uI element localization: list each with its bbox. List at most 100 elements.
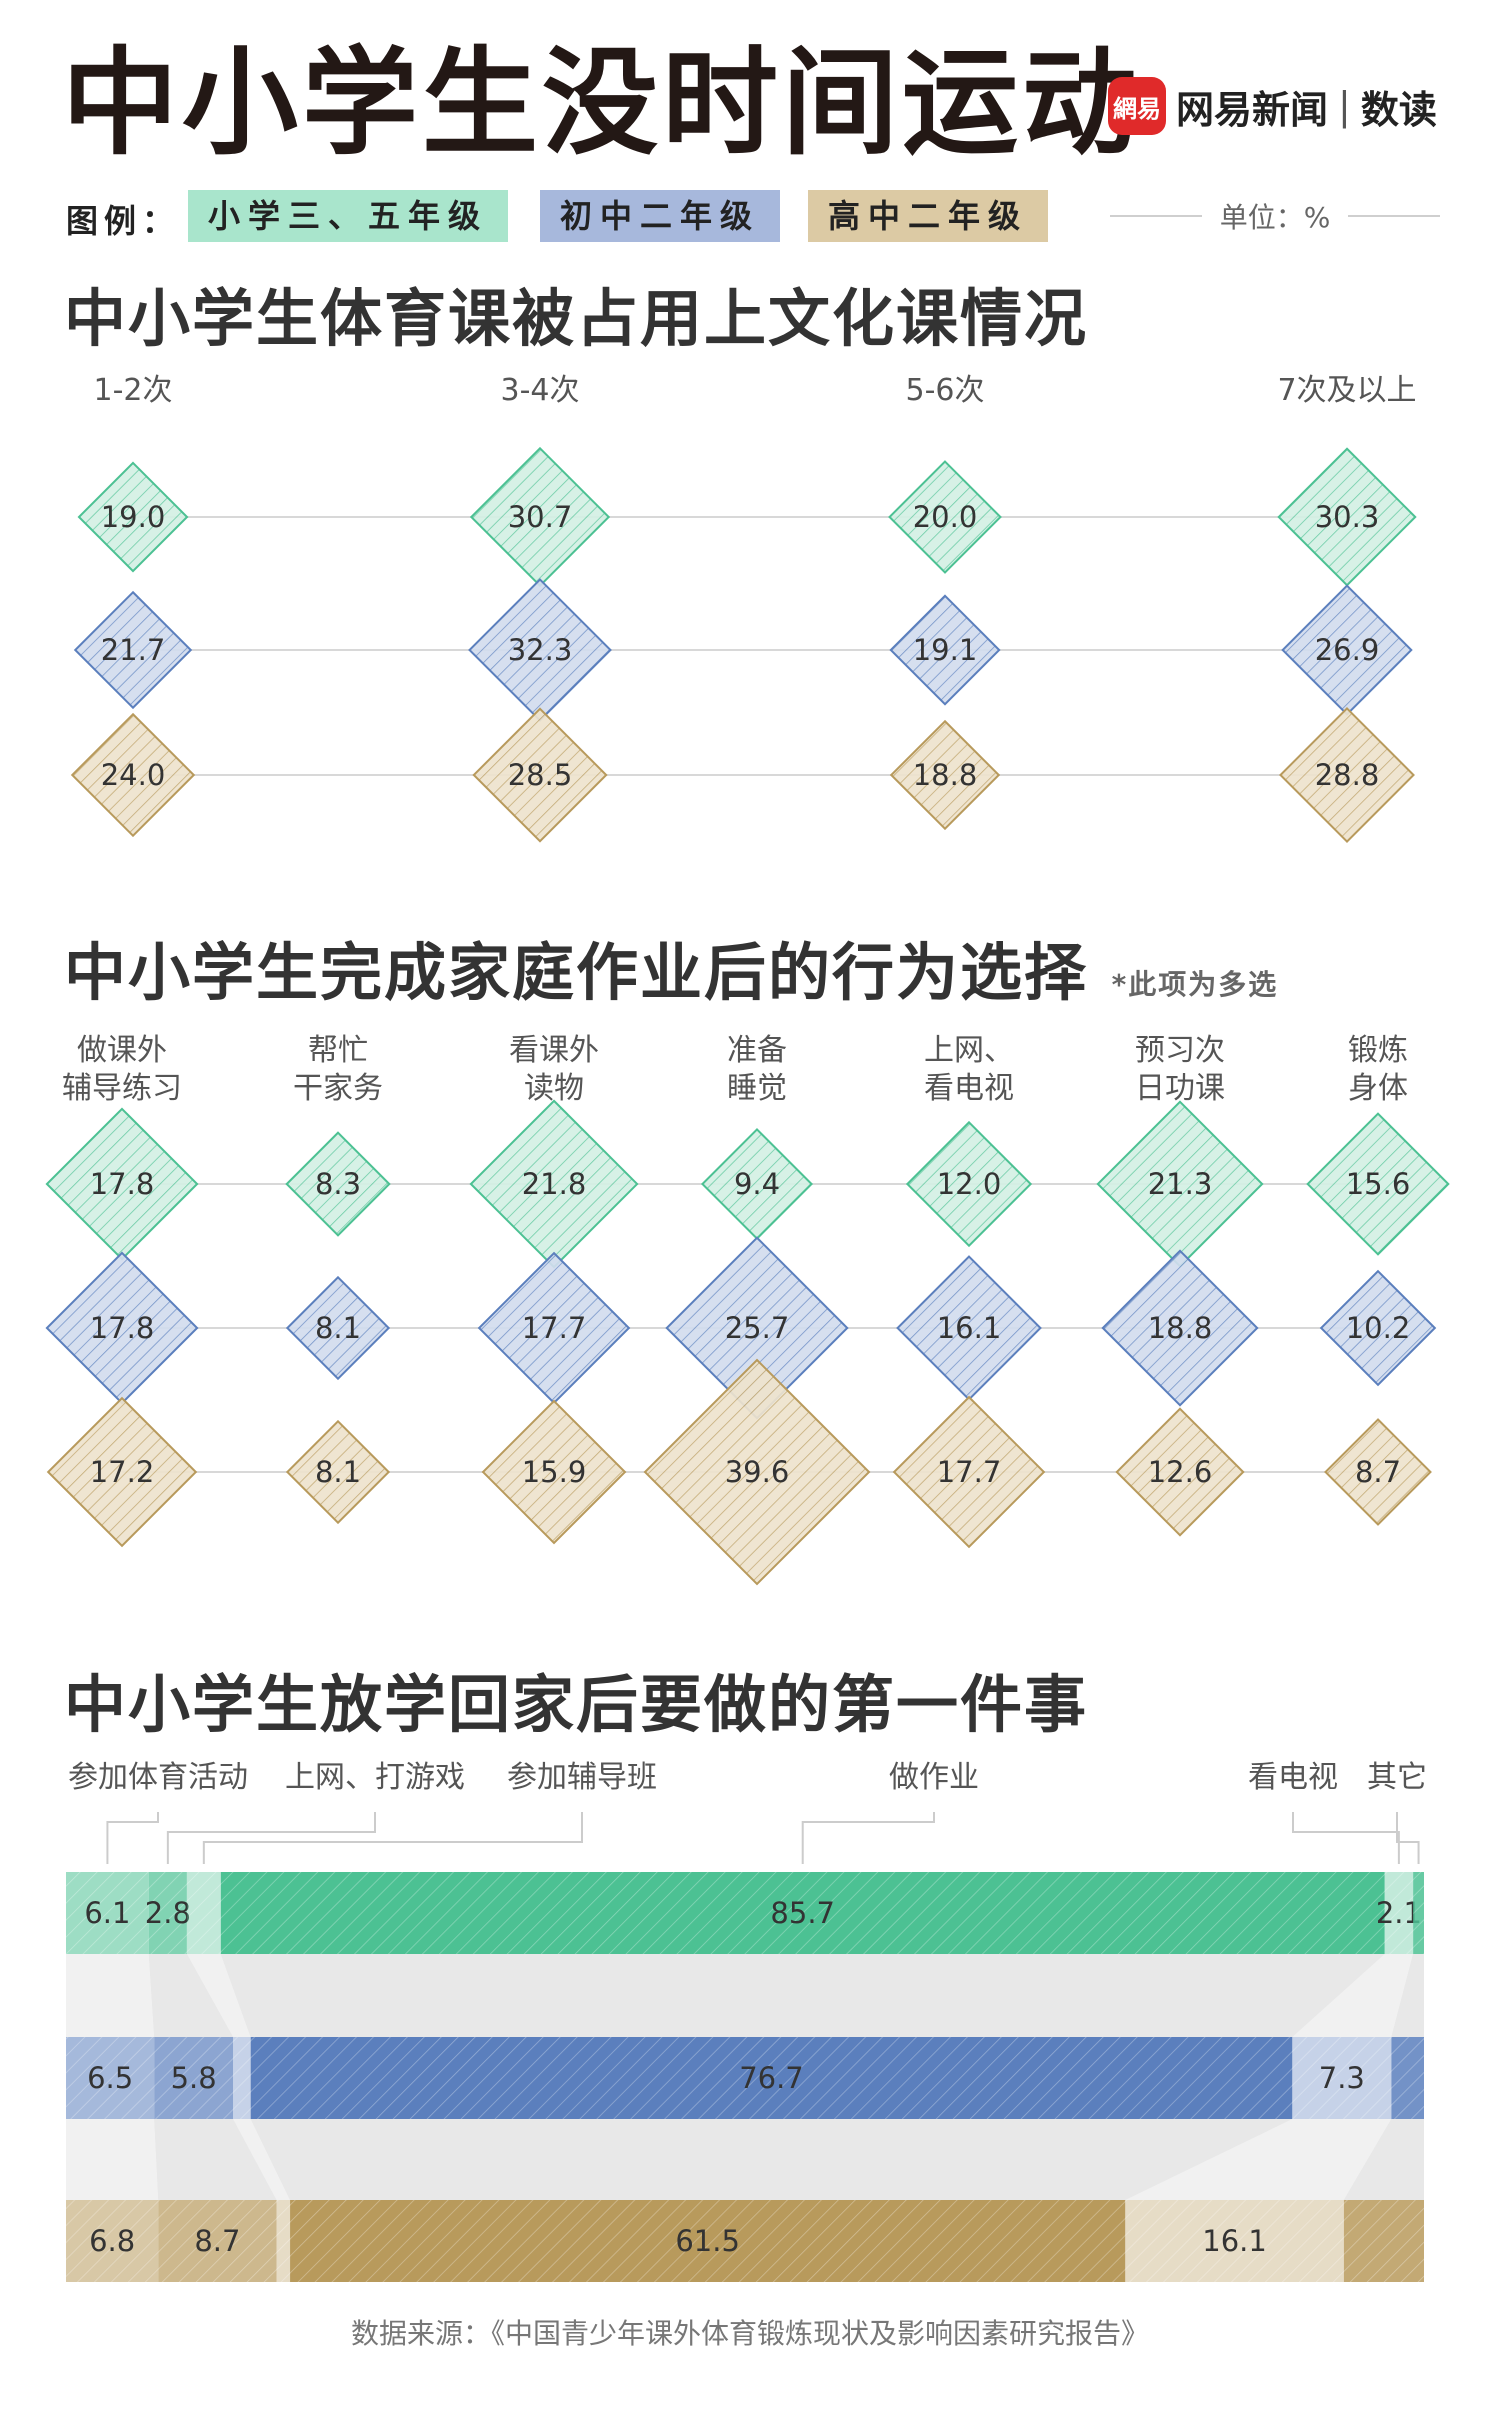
chart2-diamond	[643, 1358, 871, 1586]
chart3-bar-segment	[290, 2200, 1126, 2282]
chart1-value-label: 21.7	[101, 633, 166, 667]
chart3-value-label: 6.8	[89, 2224, 135, 2258]
chart2-value-label: 17.7	[937, 1455, 1002, 1489]
chart3-connector	[154, 2119, 277, 2200]
chart3-bar-segment	[148, 1872, 187, 1954]
chart2-category-label: 锻炼	[1348, 1033, 1408, 1068]
chart1-category-label: 7次及以上	[1277, 373, 1416, 408]
chart2-value-label: 17.8	[90, 1167, 155, 1201]
chart3-bar-segment	[158, 2200, 277, 2282]
chart2-note: *此项为多选	[1111, 968, 1279, 1001]
chart3-value-label: 85.7	[770, 1896, 835, 1930]
chart2-title: 中小学生完成家庭作业后的行为选择 *此项为多选	[64, 922, 1278, 1012]
chart3-bar-segment	[276, 2200, 291, 2282]
chart3-stacked-bars: 参加体育活动 上网、打游戏 参加辅导班 做作业 看电视 其它6.1 2.8 85.7 2.16.…	[66, 1760, 1427, 2282]
chart3-leader-line	[202, 1812, 583, 1864]
chart2-value-label: 9.4	[734, 1167, 780, 1201]
chart3-connector	[1343, 2119, 1424, 2200]
chart2-value-label: 15.9	[522, 1455, 587, 1489]
brand-divider: |	[1338, 84, 1351, 128]
chart1-diamonds: 1-2次 3-4次 5-6次 7次及以上 19.0 30.7 20.0 30.3 21.7 32.…	[70, 373, 1417, 843]
chart2-diamond	[1101, 1249, 1259, 1407]
chart2-value-label: 10.2	[1346, 1311, 1411, 1345]
legend-item-junior: 初中二年级	[540, 190, 781, 242]
chart3-bar-segment	[66, 1872, 149, 1954]
chart2-category-label: 上网、	[924, 1033, 1014, 1068]
netease-logo-icon: 網易	[1108, 77, 1166, 135]
chart2-category-label: 看课外	[509, 1033, 599, 1068]
chart2-value-label: 15.6	[1346, 1167, 1411, 1201]
chart3-bar-segment	[1292, 2037, 1392, 2119]
chart3-title: 中小学生放学回家后要做的第一件事	[64, 1668, 1089, 1741]
chart2-diamond	[1324, 1418, 1432, 1526]
chart2-value-label: 17.7	[522, 1311, 587, 1345]
chart3-connector	[1125, 2119, 1392, 2200]
chart1-diamond	[888, 460, 1002, 574]
unit-line-right	[1348, 215, 1441, 217]
chart3-bar-segment	[1343, 2200, 1424, 2282]
chart1-diamond	[70, 712, 196, 838]
chart3-bar-segment	[1384, 1872, 1414, 1954]
chart2-diamonds: 做课外辅导练习帮忙干家务看课外读物准备睡觉上网、看电视预习次日功课锻炼身体17.…	[45, 1033, 1450, 1586]
unit-line-left	[1110, 215, 1202, 217]
page-title: 中小学生没时间运动	[62, 36, 1142, 171]
chart1-value-label: 28.8	[1315, 758, 1380, 792]
chart2-value-label: 8.1	[315, 1455, 361, 1489]
chart3-bar-segment	[1413, 1872, 1424, 1954]
chart1-title: 中小学生体育课被占用上文化课情况	[64, 282, 1089, 355]
chart3-bar-segment	[250, 2037, 1293, 2119]
chart3-bar-segment	[66, 2200, 159, 2282]
chart1-category-label: 3-4次	[501, 373, 580, 408]
chart3-category-label: 参加辅导班	[507, 1760, 657, 1795]
chart3-leader-line	[1396, 1812, 1420, 1864]
chart3-connector	[186, 1954, 251, 2037]
chart3-value-label: 6.1	[84, 1896, 130, 1930]
chart3-connector	[1391, 1954, 1424, 2037]
unit-text: 单位：%	[1219, 201, 1331, 234]
chart2-diamond	[285, 1275, 391, 1381]
chart3-category-label: 上网、打游戏	[285, 1760, 465, 1795]
chart2-value-label: 17.8	[90, 1311, 155, 1345]
chart2-diamond	[1306, 1112, 1450, 1256]
chart2-value-label: 25.7	[725, 1311, 790, 1345]
chart3-bar-segment	[1391, 2037, 1424, 2119]
chart1-diamond	[472, 707, 608, 843]
chart3-connector	[250, 2119, 1293, 2200]
chart3-bar-segment	[186, 1872, 221, 1954]
chart3-connector	[220, 1954, 1385, 2037]
chart2-category-label: 日功课	[1135, 1071, 1225, 1106]
chart1-diamond	[73, 590, 193, 710]
chart2-diamond	[905, 1120, 1033, 1248]
chart2-title-text: 中小学生完成家庭作业后的行为选择	[64, 936, 1089, 1009]
data-source: 数据来源：《中国青少年课外体育锻炼现状及影响因素研究报告》	[350, 2317, 1149, 2350]
chart3-category-label: 其它	[1367, 1760, 1427, 1795]
legend-item-senior: 高中二年级	[808, 190, 1049, 242]
chart2-category-label: 预习次	[1135, 1033, 1225, 1068]
chart1-diamond	[1279, 707, 1415, 843]
chart2-value-label: 21.3	[1148, 1167, 1213, 1201]
chart1-value-label: 19.1	[913, 633, 978, 667]
chart3-value-label: 2.8	[145, 1896, 191, 1930]
chart3-connector	[1292, 1954, 1414, 2037]
brand-name: 网易新闻	[1176, 87, 1329, 132]
chart2-category-label: 做课外	[77, 1033, 167, 1068]
chart1-value-label: 24.0	[101, 758, 166, 792]
chart1-value-label: 26.9	[1315, 633, 1380, 667]
chart2-category-label: 看电视	[924, 1071, 1014, 1106]
chart3-bar-segment	[1125, 2200, 1344, 2282]
chart3-bar-segment	[154, 2037, 234, 2119]
chart1-value-label: 18.8	[913, 758, 978, 792]
chart3-value-label: 76.7	[739, 2061, 804, 2095]
chart2-category-label: 帮忙	[308, 1033, 368, 1068]
chart1-value-label: 19.0	[101, 500, 166, 534]
chart1-category-label: 5-6次	[906, 373, 985, 408]
chart3-value-label: 5.8	[171, 2061, 217, 2095]
chart3-value-label: 6.5	[87, 2061, 133, 2095]
chart3-connector	[233, 2119, 291, 2200]
chart3-bar-segment	[66, 2037, 155, 2119]
chart2-diamond	[46, 1396, 198, 1548]
chart3-leader-line	[801, 1812, 935, 1864]
chart3-connector	[66, 1954, 155, 2037]
